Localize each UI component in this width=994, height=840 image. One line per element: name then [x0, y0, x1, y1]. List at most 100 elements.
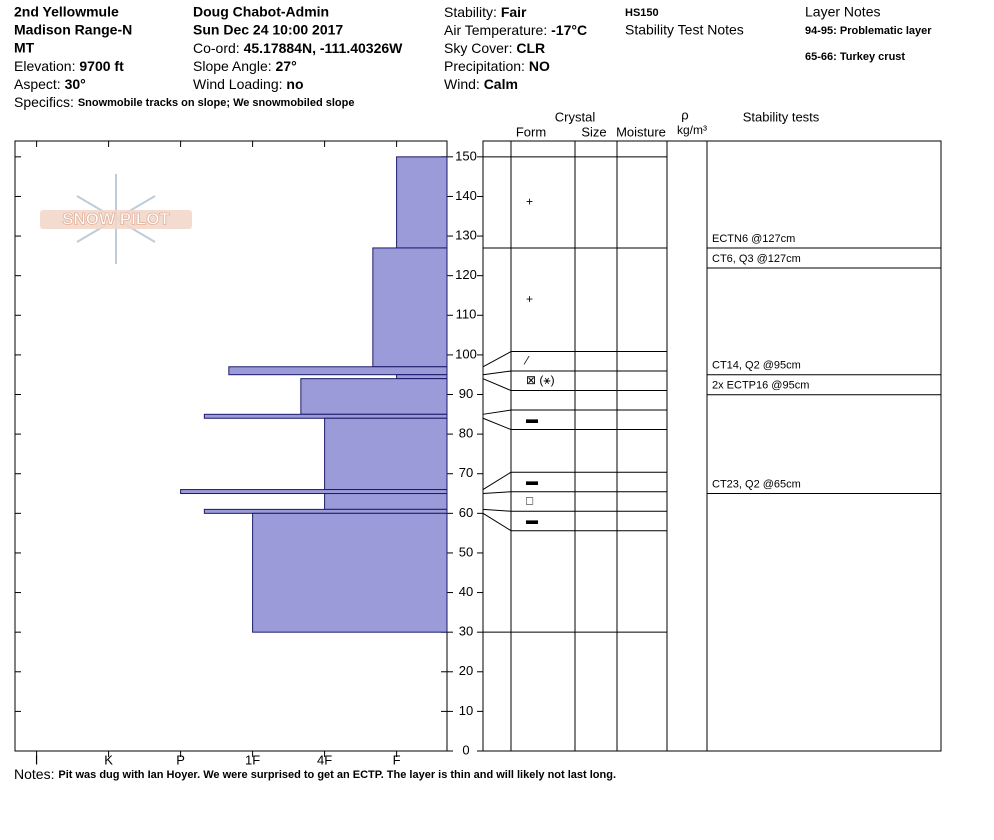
- crystal-form: ▬: [526, 474, 538, 488]
- y-tick-label: 110: [456, 307, 477, 322]
- precipitation: Precipitation: NO: [444, 58, 550, 74]
- crystal-form: +: [526, 195, 533, 209]
- y-tick-label: 120: [455, 267, 477, 282]
- label: Specifics:: [14, 94, 74, 110]
- layer-bar: [324, 493, 448, 510]
- wind-loading: Wind Loading: no: [193, 76, 304, 92]
- logo: SNOW PILOT: [40, 174, 192, 264]
- y-tick-label: 100: [455, 346, 477, 361]
- y-tick-label: 40: [459, 584, 473, 599]
- label: Co-ord:: [193, 40, 240, 56]
- elevation: Elevation: 9700 ft: [14, 58, 124, 74]
- layer-bar: [300, 378, 448, 415]
- y-tick-label: 60: [459, 505, 473, 520]
- rho: ρ: [681, 107, 688, 122]
- date: Sun Dec 24 10:00 2017: [193, 22, 343, 38]
- layer-connector: [482, 370, 512, 376]
- layer-notes-title: Layer Notes: [805, 4, 880, 20]
- header: 2nd Yellowmule Madison Range-N MT Elevat…: [14, 4, 932, 110]
- size: Size: [581, 124, 606, 139]
- crystal-form: ⁄: [523, 353, 530, 367]
- value: Snowmobile tracks on slope; We snowmobil…: [78, 97, 355, 109]
- value: Pit was dug with Ian Hoyer. We were surp…: [58, 769, 616, 781]
- label: Wind:: [444, 76, 480, 92]
- y-tick-label: 70: [459, 465, 473, 480]
- y-tick-label: 10: [459, 703, 473, 718]
- location: 2nd Yellowmule: [14, 4, 119, 20]
- value: 9700 ft: [79, 58, 124, 74]
- y-tick-label: 140: [455, 188, 477, 203]
- layer-connector: [482, 491, 512, 495]
- observer: Doug Chabot-Admin: [193, 4, 329, 20]
- x-tick-label: 1F: [245, 752, 260, 767]
- value: -17°C: [551, 22, 587, 38]
- y-tick-label: 90: [459, 386, 473, 401]
- value: Calm: [484, 76, 518, 92]
- coord: Co-ord: 45.17884N, -111.40326W: [193, 40, 403, 56]
- test-label: CT23, Q2 @65cm: [712, 478, 801, 490]
- test-label: ECTN6 @127cm: [712, 233, 795, 245]
- layer-bar: [324, 417, 448, 491]
- label: Stability:: [444, 4, 497, 20]
- x-tick-label: I: [35, 752, 39, 767]
- layer-note: 65-66: Turkey crust: [805, 51, 905, 63]
- y-tick-label: 150: [455, 148, 477, 163]
- value: 27°: [276, 58, 297, 74]
- value: 45.17884N, -111.40326W: [244, 40, 404, 56]
- crystal-form: ⊠ (⚹): [526, 373, 555, 387]
- layer-bar: [228, 366, 448, 376]
- specifics: Specifics: Snowmobile tracks on slope; W…: [14, 94, 355, 110]
- crystal-form: ▬: [526, 412, 538, 426]
- value: no: [286, 76, 303, 92]
- label: Aspect:: [14, 76, 61, 92]
- label: Slope Angle:: [193, 58, 272, 74]
- y-tick-label: 50: [459, 544, 473, 559]
- layer-bar: [203, 413, 448, 419]
- logo-band: [40, 210, 192, 229]
- value: NO: [529, 58, 550, 74]
- label: Sky Cover:: [444, 40, 512, 56]
- layer-bar: [396, 156, 448, 249]
- layer-bar: [372, 247, 448, 368]
- layer-connector: [482, 471, 512, 490]
- x-tick-label: F: [393, 752, 401, 767]
- layer-connector: [482, 378, 512, 392]
- crystal-form: +: [526, 292, 533, 306]
- range: Madison Range-N: [14, 22, 132, 38]
- layer-bar: [180, 489, 448, 495]
- value: CLR: [516, 40, 545, 56]
- crystal-form: □: [526, 494, 533, 508]
- label: Elevation:: [14, 58, 75, 74]
- sky-cover: Sky Cover: CLR: [444, 40, 545, 56]
- y-tick-label: 30: [459, 624, 473, 639]
- column-headers: Crystal Form Size Moisture ρ kg/m³ Stabi…: [516, 107, 820, 139]
- layer-connector: [482, 512, 512, 532]
- layer-connector: [482, 508, 512, 512]
- density-unit: kg/m³: [677, 123, 707, 137]
- layer-connector: [482, 417, 512, 431]
- label: Air Temperature:: [444, 22, 547, 38]
- layer-bar: [396, 374, 448, 380]
- form: Form: [516, 124, 546, 139]
- x-tick-label: K: [104, 752, 113, 767]
- test-label: CT6, Q3 @127cm: [712, 253, 801, 265]
- label: Notes:: [14, 766, 54, 782]
- value: 30°: [65, 76, 86, 92]
- test-label: 2x ECTP16 @95cm: [712, 380, 809, 392]
- layers-frame: [482, 140, 942, 752]
- y-tick-label: 130: [455, 228, 477, 243]
- value: Fair: [501, 4, 527, 20]
- stability-tests: Stability tests: [743, 109, 820, 124]
- y-tick-label: 0: [462, 742, 469, 757]
- layer-note: 94-95: Problematic layer: [805, 25, 932, 37]
- logo-text: SNOW PILOT: [62, 209, 170, 228]
- crystal: Crystal: [555, 109, 596, 124]
- air-temperature: Air Temperature: -17°C: [444, 22, 587, 38]
- label: Wind Loading:: [193, 76, 283, 92]
- layer-bar: [203, 508, 448, 514]
- y-tick-label: 80: [459, 426, 473, 441]
- notes: Notes: Pit was dug with Ian Hoyer. We we…: [14, 766, 616, 782]
- aspect: Aspect: 30°: [14, 76, 86, 92]
- y-tick-label: 20: [459, 663, 473, 678]
